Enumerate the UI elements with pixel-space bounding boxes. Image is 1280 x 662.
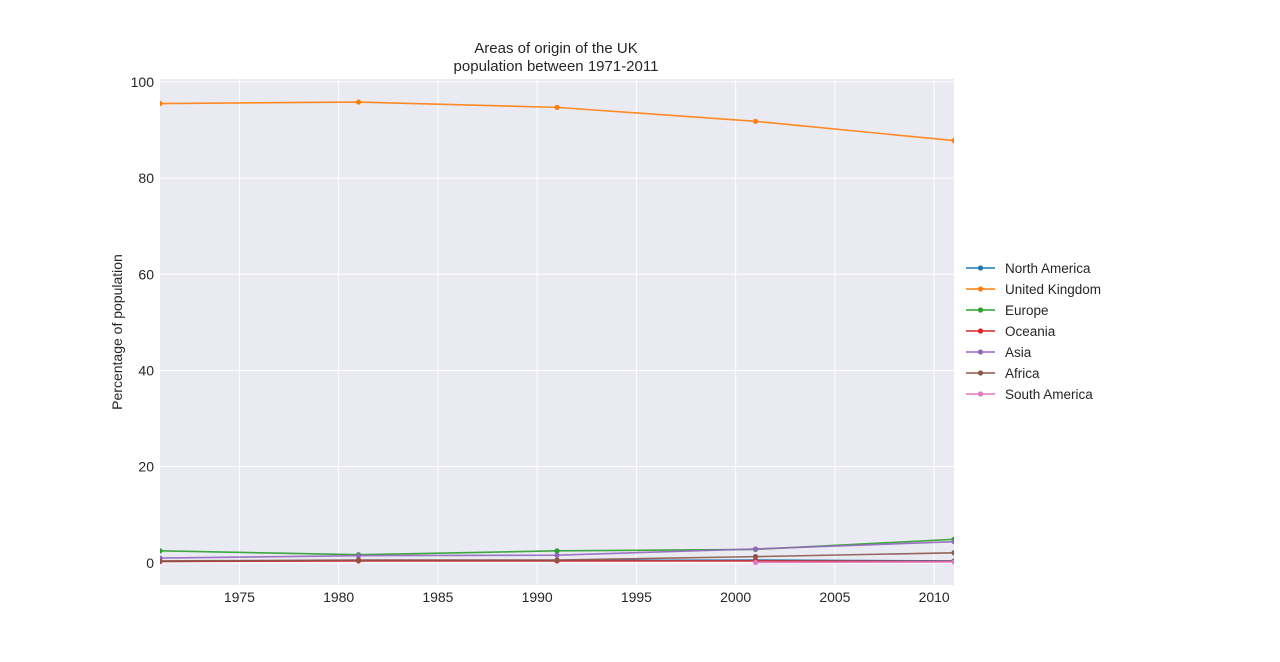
x-tick-label: 1980 xyxy=(323,589,354,605)
legend-label: Oceania xyxy=(1005,324,1056,339)
data-point xyxy=(356,557,361,562)
legend: North America United Kingdom Europe Oceania… xyxy=(966,261,1101,402)
legend-label: Europe xyxy=(1005,303,1049,318)
x-tick-label: 1985 xyxy=(422,589,453,605)
x-tick-label: 1975 xyxy=(224,589,255,605)
x-tick-label: 2010 xyxy=(919,589,950,605)
data-point xyxy=(753,119,758,124)
legend-marker xyxy=(978,286,983,291)
legend-label: Africa xyxy=(1005,366,1040,381)
legend-item: Asia xyxy=(966,345,1032,360)
legend-item: Europe xyxy=(966,303,1049,318)
data-point xyxy=(157,101,162,106)
data-point xyxy=(951,550,956,555)
x-tick-label: 1995 xyxy=(621,589,652,605)
y-axis-label: Percentage of population xyxy=(109,254,125,410)
legend-item: Oceania xyxy=(966,324,1056,339)
data-point xyxy=(753,560,758,565)
legend-item: North America xyxy=(966,261,1091,276)
legend-marker xyxy=(978,370,983,375)
legend-label: Asia xyxy=(1005,345,1032,360)
legend-item: South America xyxy=(966,387,1093,402)
legend-label: North America xyxy=(1005,261,1091,276)
x-tick-label: 2005 xyxy=(819,589,850,605)
legend-marker xyxy=(978,265,983,270)
data-point xyxy=(157,558,162,563)
legend-label: South America xyxy=(1005,387,1093,402)
y-tick-label: 0 xyxy=(146,555,154,571)
data-point xyxy=(554,105,559,110)
chart-title-line: Areas of origin of the UK xyxy=(474,40,637,57)
data-point xyxy=(554,553,559,558)
legend-item: Africa xyxy=(966,366,1040,381)
data-point xyxy=(157,548,162,553)
x-tick-labels: 1975 1980 1985 1990 1995 2000 2005 2010 xyxy=(224,589,950,605)
legend-marker xyxy=(978,307,983,312)
legend-marker xyxy=(978,391,983,396)
y-tick-label: 100 xyxy=(131,74,155,90)
x-tick-label: 1990 xyxy=(522,589,553,605)
data-point xyxy=(356,99,361,104)
data-point xyxy=(951,559,956,564)
data-point xyxy=(554,557,559,562)
y-tick-label: 20 xyxy=(138,459,154,475)
data-point xyxy=(951,138,956,143)
x-tick-label: 2000 xyxy=(720,589,751,605)
legend-marker xyxy=(978,328,983,333)
chart-title-line: population between 1971-2011 xyxy=(454,58,659,75)
y-tick-label: 80 xyxy=(138,170,154,186)
data-point xyxy=(753,554,758,559)
legend-item: United Kingdom xyxy=(966,282,1101,297)
data-point xyxy=(951,539,956,544)
y-tick-labels: 0 20 40 60 80 100 xyxy=(131,74,155,571)
legend-marker xyxy=(978,349,983,354)
y-tick-label: 60 xyxy=(138,266,154,282)
data-point xyxy=(753,546,758,551)
legend-label: United Kingdom xyxy=(1005,282,1101,297)
y-tick-label: 40 xyxy=(138,362,154,378)
